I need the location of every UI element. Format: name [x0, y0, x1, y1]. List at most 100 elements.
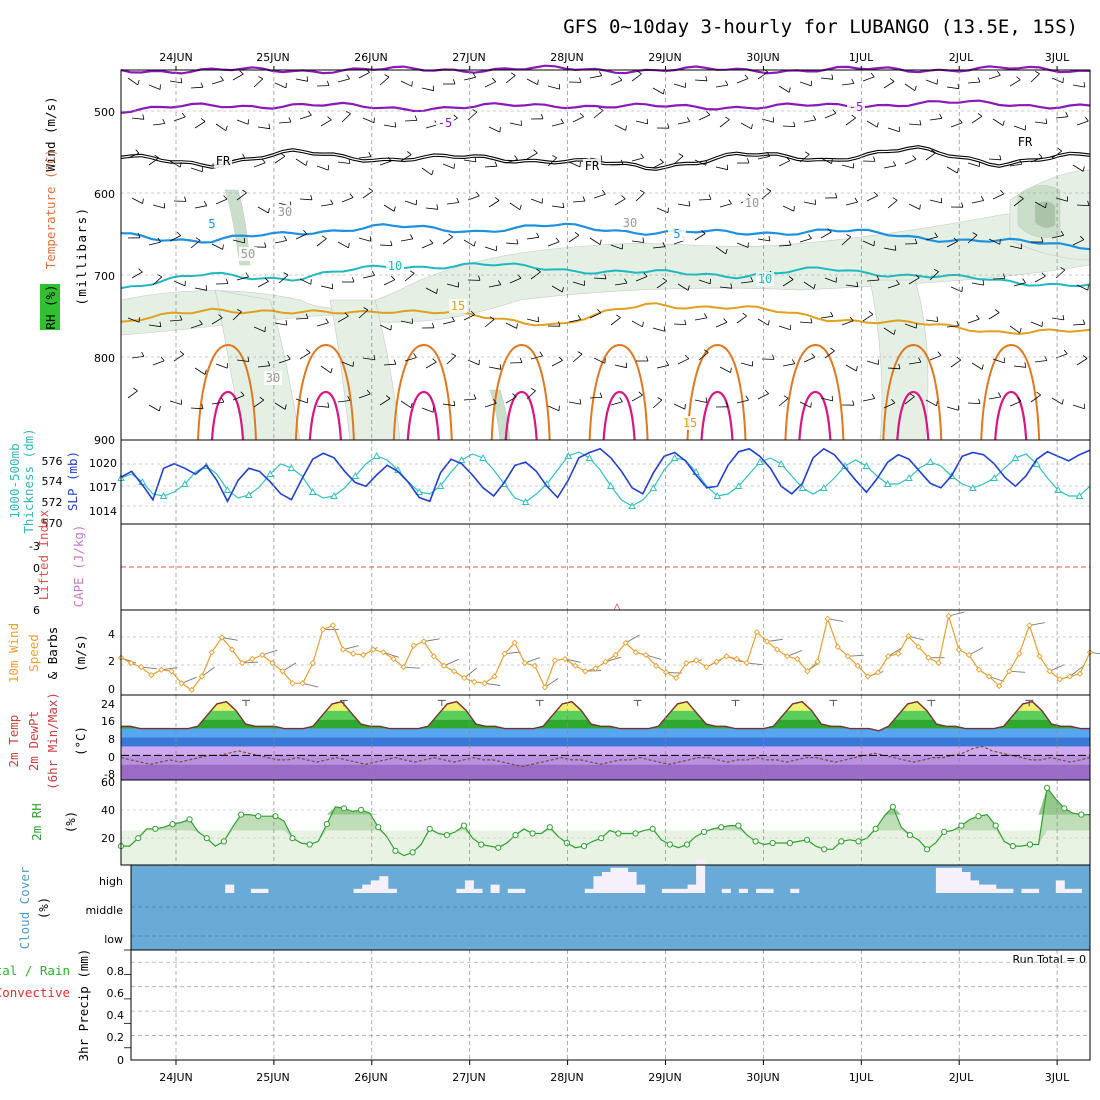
cloud-tick-middle: middle [85, 904, 123, 917]
wind-barb [950, 122, 963, 128]
wind-barb-flag [492, 77, 497, 82]
wind-barb [761, 118, 774, 123]
wind10m-point [218, 634, 226, 641]
wind-barb-flag [730, 367, 732, 373]
wind-barb-flag [832, 109, 837, 114]
wind10m-point [703, 663, 710, 671]
wind10m-point [753, 628, 761, 636]
wind-barb-flag [516, 239, 519, 245]
wind-barb-flag [366, 389, 371, 395]
wind-barb-flag [242, 153, 246, 159]
wind-barb-flag [891, 399, 896, 404]
wind-barb-flag [159, 321, 162, 327]
rh2m-area-low [121, 830, 1090, 865]
precip-plot [124, 949, 1090, 1049]
wind-barb [215, 123, 227, 132]
top-date-label: 24JUN [159, 51, 193, 64]
wind-barb [463, 239, 475, 247]
wind-barb [295, 233, 308, 240]
wind-barb-flag [218, 314, 223, 319]
wind10m-point [713, 658, 720, 665]
rh2m-tick: 20 [101, 832, 115, 845]
wind-barb [820, 77, 833, 80]
rh2m-point [666, 841, 673, 848]
wind-barb [841, 83, 854, 86]
wind-barb [400, 320, 413, 324]
temp2m-ylabel-4: (°C) [73, 726, 88, 756]
upper-air-ylabel-rh: RH (%) [43, 284, 58, 329]
wind-barb-flag [346, 74, 350, 80]
wind-barb [694, 79, 708, 82]
wind-barb-flag [598, 107, 604, 111]
wind-barb-flag [533, 149, 538, 154]
wind-barb-flag [961, 202, 964, 208]
wind-barb [862, 76, 875, 82]
wind-barb [337, 78, 350, 83]
wind-barb-flag [473, 241, 476, 247]
top-date-label: 1JUL [849, 51, 874, 64]
wind-barb [127, 77, 139, 86]
wind10m-point [259, 651, 266, 659]
temp25-contour [406, 390, 440, 441]
wind10m-point [723, 653, 730, 660]
wind-barb [190, 323, 203, 329]
wind-barb-flag [414, 115, 418, 121]
wind-barb-flag [788, 240, 792, 246]
wind-barb [610, 401, 623, 406]
temp2m-tick: 16 [101, 715, 115, 728]
wind-barb-flag [766, 188, 772, 192]
wind10m-point [814, 658, 821, 665]
wind-barb [568, 401, 581, 405]
precip-tick: 0 [117, 1054, 124, 1067]
wind-barb-flag [489, 316, 495, 320]
wind-barb [274, 322, 287, 326]
wind-barb [1030, 394, 1041, 403]
wind-barb [421, 407, 434, 413]
wind10m-point [1036, 653, 1043, 660]
contour-label: 15 [683, 416, 697, 430]
wind-barb-flag [1045, 118, 1048, 124]
top-date-label: 25JUN [256, 51, 290, 64]
wind10m-barb [787, 649, 803, 657]
wind-barb-flag [871, 393, 876, 399]
wind-barb [635, 192, 645, 202]
wind-barb [278, 121, 292, 124]
wind10m-point [360, 651, 367, 659]
wind-barb [1072, 404, 1085, 410]
wind10m-barb [968, 647, 984, 656]
wind10m-point [642, 651, 650, 659]
wind-barb-flag [620, 159, 624, 165]
wind-barb-flag [347, 395, 351, 401]
wind-barb [967, 318, 980, 324]
wind-barb [425, 124, 438, 129]
wind-barb [803, 201, 816, 205]
wind-barb-flag [409, 270, 415, 274]
cloud-panel-labels: Cloud Cover (%) high middle low [17, 866, 123, 949]
thickness-point [457, 455, 466, 463]
wind-barb [362, 274, 375, 279]
mb-tick: 800 [94, 352, 115, 365]
wind10m-barb [908, 635, 924, 641]
wind-barb-flag [344, 312, 349, 317]
wind-barb [677, 358, 689, 365]
temp2m-tick: 24 [101, 698, 115, 711]
wind10m-ylabel-2: Speed [26, 634, 41, 672]
wind-barb-flag [203, 201, 208, 206]
wind10m-point [996, 682, 1003, 690]
grid-lines [121, 70, 1090, 1060]
precip-ylabel-3hr: 3hr Precip (mm) [76, 949, 91, 1062]
cloud-ylabel-2: (%) [36, 897, 51, 920]
wind-barb-flag [701, 230, 706, 234]
wind-barb [316, 322, 329, 327]
wind-barb [740, 281, 753, 284]
cloud-gap-bar [1021, 888, 1031, 893]
wind-barb [274, 402, 286, 410]
wind-barb [400, 238, 413, 242]
wind-barb [904, 158, 917, 165]
wind-barb [820, 315, 833, 319]
wind-barb [992, 278, 1006, 280]
wind10m-point [491, 673, 498, 680]
wind-barb [904, 323, 917, 329]
wind-barb-flag [889, 78, 895, 82]
wind-barb-flag [725, 80, 729, 86]
